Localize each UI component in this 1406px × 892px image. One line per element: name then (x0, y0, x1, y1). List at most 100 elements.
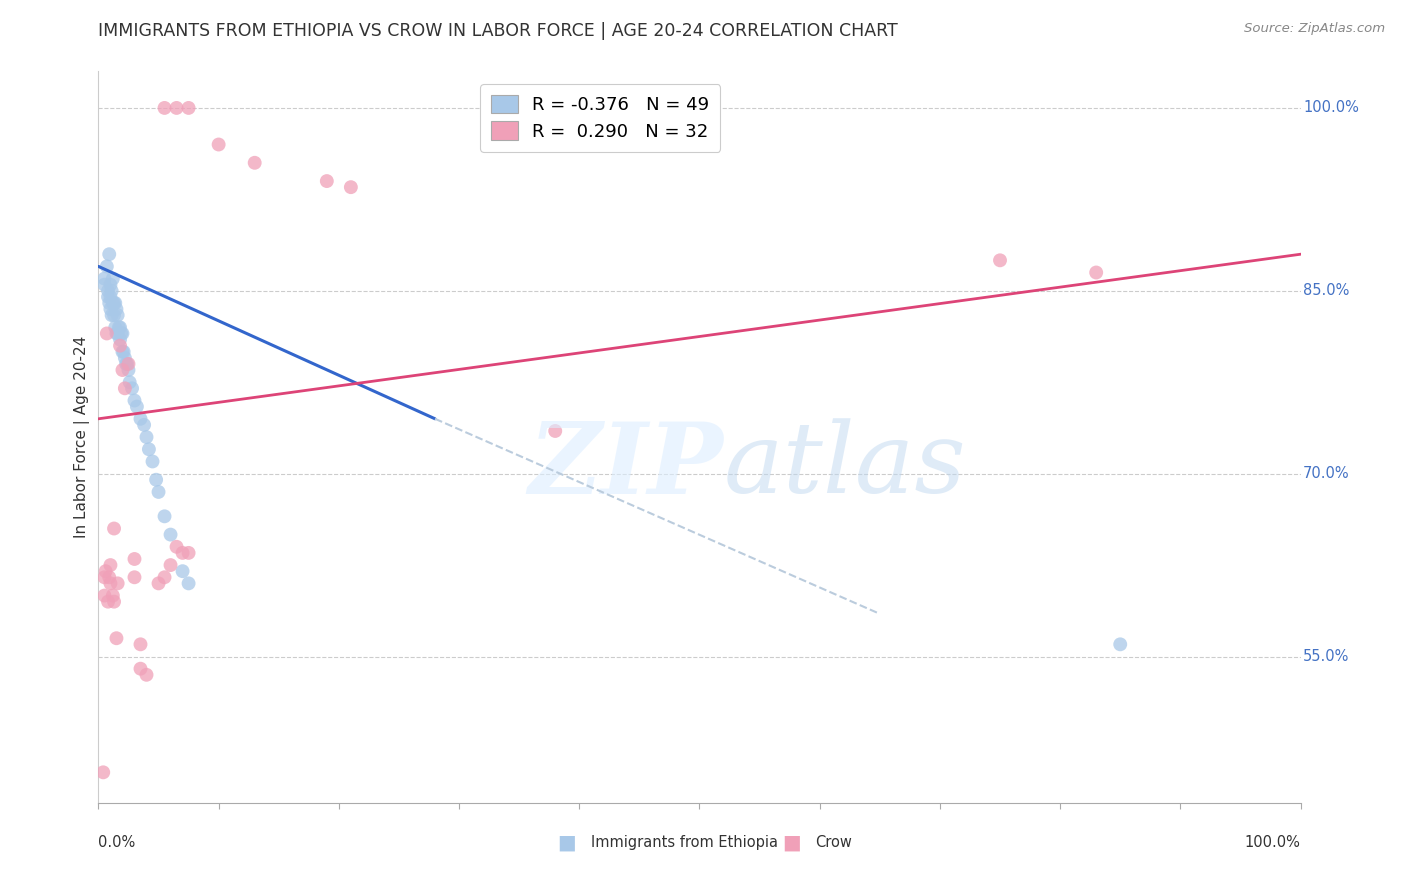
Text: atlas: atlas (724, 418, 966, 514)
Text: 100.0%: 100.0% (1244, 836, 1301, 850)
Point (166, 101, 188, 115)
Point (108, 320, 131, 334)
Point (101, 296, 124, 310)
Point (107, 576, 129, 591)
Text: ▪: ▪ (555, 829, 576, 857)
Text: IMMIGRANTS FROM ETHIOPIA VS CROW IN LABOR FORCE | AGE 20-24 CORRELATION CHART: IMMIGRANTS FROM ETHIOPIA VS CROW IN LABO… (98, 22, 898, 40)
Point (101, 589, 124, 603)
Point (208, 137, 231, 152)
Point (117, 357, 139, 371)
Point (91, 765, 114, 780)
Point (544, 424, 567, 438)
Point (111, 326, 134, 341)
Point (101, 271, 124, 285)
Point (166, 540, 188, 554)
Point (105, 302, 128, 317)
Point (153, 570, 176, 584)
Text: 100.0%: 100.0% (1303, 101, 1358, 115)
Point (105, 632, 128, 646)
Point (153, 101, 176, 115)
Point (124, 570, 146, 584)
Text: ZIP: ZIP (529, 418, 724, 515)
Point (96, 260, 118, 274)
Point (340, 180, 363, 194)
Text: Immigrants from Ethiopia: Immigrants from Ethiopia (591, 836, 778, 850)
Point (104, 296, 127, 310)
Point (177, 546, 200, 560)
Point (135, 667, 157, 682)
Point (177, 101, 200, 115)
Point (100, 308, 122, 322)
Point (121, 381, 143, 395)
Point (94, 564, 117, 578)
Point (96, 326, 118, 341)
Point (138, 442, 160, 457)
Point (117, 357, 139, 371)
Point (97, 595, 120, 609)
Point (98, 247, 121, 261)
Point (107, 326, 129, 341)
Point (153, 509, 176, 524)
Text: 85.0%: 85.0% (1303, 284, 1350, 298)
Point (148, 485, 170, 500)
Text: 70.0%: 70.0% (1303, 467, 1350, 481)
Point (124, 552, 146, 566)
Point (97, 284, 120, 298)
Point (93, 271, 115, 285)
Point (108, 339, 131, 353)
Point (172, 564, 194, 578)
Point (105, 326, 128, 341)
Point (110, 326, 132, 341)
Point (97, 290, 120, 304)
Point (243, 156, 266, 170)
Point (129, 412, 152, 426)
Y-axis label: In Labor Force | Age 20-24: In Labor Force | Age 20-24 (75, 336, 90, 538)
Point (100, 558, 122, 573)
Point (988, 253, 1011, 268)
Text: Crow: Crow (815, 836, 852, 850)
Point (159, 527, 181, 541)
Point (108, 320, 131, 334)
Point (103, 296, 125, 310)
Point (98, 570, 121, 584)
Point (129, 662, 152, 676)
Point (100, 302, 122, 317)
Point (141, 454, 163, 468)
Point (100, 284, 122, 298)
Point (125, 400, 148, 414)
Point (1085, 266, 1108, 280)
Point (145, 473, 167, 487)
Point (103, 521, 125, 535)
Point (129, 637, 152, 651)
Point (98, 296, 121, 310)
Point (100, 277, 122, 292)
Point (100, 290, 122, 304)
Point (93, 589, 115, 603)
Point (1109, 637, 1132, 651)
Point (315, 174, 337, 188)
Point (177, 576, 200, 591)
Point (103, 595, 125, 609)
Text: ▪: ▪ (780, 829, 801, 857)
Legend: R = -0.376   N = 49, R =  0.290   N = 32: R = -0.376 N = 49, R = 0.290 N = 32 (479, 84, 720, 152)
Point (117, 363, 139, 377)
Point (132, 417, 155, 432)
Point (114, 351, 136, 365)
Point (159, 558, 181, 573)
Point (172, 546, 194, 560)
Point (104, 320, 127, 334)
Text: 55.0%: 55.0% (1303, 649, 1350, 664)
Point (124, 393, 146, 408)
Point (148, 576, 170, 591)
Point (103, 308, 125, 322)
Point (108, 333, 131, 347)
Text: Source: ZipAtlas.com: Source: ZipAtlas.com (1244, 22, 1385, 36)
Point (114, 381, 136, 395)
Point (118, 376, 141, 390)
Point (135, 430, 157, 444)
Point (93, 277, 115, 292)
Point (100, 576, 122, 591)
Point (93, 570, 115, 584)
Point (112, 344, 135, 359)
Text: 0.0%: 0.0% (98, 836, 135, 850)
